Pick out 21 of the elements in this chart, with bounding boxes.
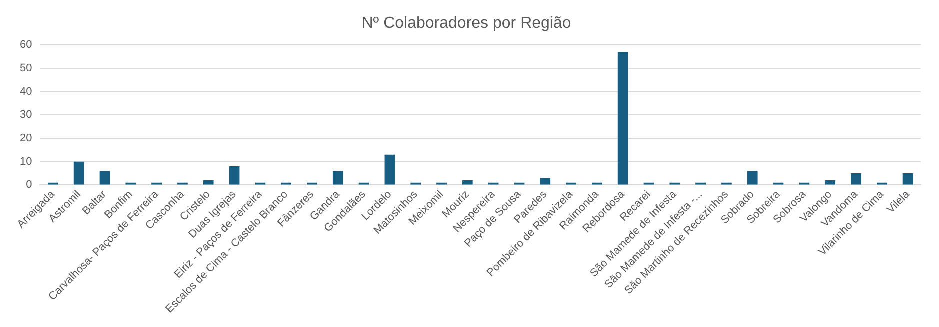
y-tick-label: 50 — [20, 62, 32, 75]
bar — [540, 178, 551, 185]
y-tick-label: 40 — [20, 86, 32, 98]
chart-title: Nº Colaboradores por Região — [362, 15, 572, 32]
bar — [203, 180, 214, 185]
bar — [100, 171, 110, 185]
bar — [384, 154, 396, 185]
bar — [902, 174, 914, 185]
bar — [851, 174, 862, 185]
y-tick-label: 30 — [20, 109, 32, 122]
bar — [825, 180, 836, 185]
y-tick-label: 10 — [20, 156, 32, 168]
bar — [618, 52, 628, 185]
bar — [229, 166, 240, 185]
y-tick-label: 0 — [26, 179, 32, 192]
bar — [747, 171, 758, 185]
y-tick-label: 20 — [20, 132, 32, 145]
bar — [74, 162, 84, 185]
bar — [462, 180, 473, 185]
y-tick-label: 60 — [20, 39, 32, 52]
bar — [332, 171, 344, 185]
